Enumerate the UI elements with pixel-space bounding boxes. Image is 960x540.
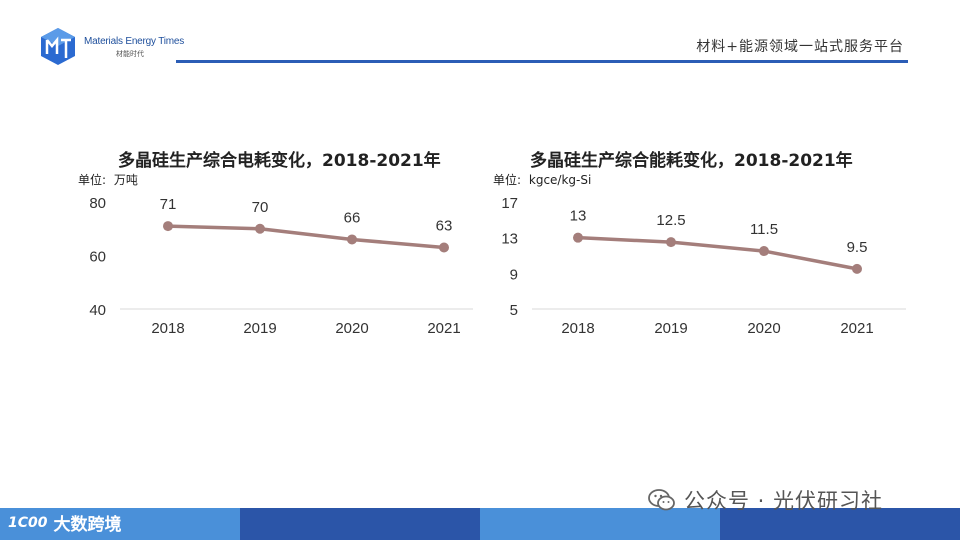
logo-english-name: Materials Energy Times xyxy=(84,36,185,47)
chart-2-ytick: 5 xyxy=(510,302,518,319)
wechat-icon xyxy=(648,489,675,511)
chart-1-xtick: 2020 xyxy=(335,320,368,337)
chart-1-plot: 40 60 80 2018 2019 2020 2021 71 70 66 63 xyxy=(89,195,473,337)
chart-1-data-label: 71 xyxy=(160,196,177,213)
chart-2-unit: 单位: kgce/kg-Si xyxy=(493,171,591,188)
chart-1-unit: 单位: 万吨 xyxy=(78,171,138,188)
header-tagline: 材料+能源领域一站式服务平台 xyxy=(696,39,904,55)
company-logo-icon xyxy=(41,28,75,65)
chart-1-xtick: 2019 xyxy=(243,320,276,337)
chart-2-ytick: 17 xyxy=(501,195,518,212)
chart-2-data-point xyxy=(759,246,769,257)
chart-1-unit-prefix: 单位: xyxy=(78,173,107,187)
chart-1-ytick: 80 xyxy=(89,195,106,212)
footer-segment-3 xyxy=(480,508,720,540)
chart-2-unit-prefix: 单位: xyxy=(493,173,522,187)
footer-segment-1 xyxy=(0,508,240,540)
chart-1-ytick: 40 xyxy=(89,302,106,319)
chart-1-data-point xyxy=(255,223,265,234)
chart-1-unit-value: 万吨 xyxy=(113,173,138,187)
wechat-watermark: 公众号 · 光伏研习社 xyxy=(648,485,883,515)
chart-2-data-point xyxy=(666,237,676,248)
chart-2-data-label: 12.5 xyxy=(656,212,685,229)
chart-2-plot: 5 9 13 17 2018 2019 2020 2021 13 12.5 11.5 9.5 xyxy=(501,195,906,337)
footer-bar xyxy=(0,508,960,540)
chart-1-data-label: 66 xyxy=(344,209,361,226)
chart-1-series-line xyxy=(167,224,445,250)
footer-brand: 1C00 大数跨境 xyxy=(8,510,122,536)
watermark-text: 公众号 · 光伏研习社 xyxy=(684,489,884,513)
chart-1-data-point xyxy=(163,221,173,232)
chart-1-data-point xyxy=(347,234,357,245)
chart-1-xtick: 2018 xyxy=(151,320,184,337)
chart-2-data-label: 13 xyxy=(570,208,587,225)
chart-1-data-label: 63 xyxy=(436,217,453,234)
chart-1-xtick: 2021 xyxy=(427,320,460,337)
chart-2-unit-value: kgce/kg-Si xyxy=(528,173,592,187)
chart-2-data-point xyxy=(573,232,583,243)
brand-name: 大数跨境 xyxy=(53,515,122,535)
chart-2-data-label: 11.5 xyxy=(750,221,778,238)
chart-1-ytick: 60 xyxy=(89,249,106,266)
footer-segment-2 xyxy=(240,508,480,540)
company-logo-text: Materials Energy Times 材能时代 xyxy=(84,36,184,59)
chart-2-title: 多晶硅生产综合能耗变化，2018-2021年 xyxy=(530,151,853,171)
footer-segment-4 xyxy=(720,508,960,540)
chart-2-xtick: 2018 xyxy=(561,320,594,337)
chart-2-xtick: 2021 xyxy=(840,320,873,337)
chart-2-xtick: 2020 xyxy=(747,320,780,337)
chart-2-series-line xyxy=(577,235,858,271)
chart-2-data-point xyxy=(852,263,862,274)
chart-1-data-point xyxy=(439,242,449,253)
chart-2-ytick: 13 xyxy=(501,231,518,248)
chart-2-ytick: 9 xyxy=(510,266,518,283)
chart-2-data-label: 9.5 xyxy=(847,239,868,256)
chart-1-title: 多晶硅生产综合电耗变化，2018-2021年 xyxy=(118,151,441,171)
chart-2-xtick: 2019 xyxy=(654,320,687,337)
brand-mark-icon: 1C00 xyxy=(8,514,48,531)
header-divider xyxy=(176,60,908,63)
logo-chinese-name: 材能时代 xyxy=(116,51,144,58)
chart-1-data-label: 70 xyxy=(252,199,269,216)
